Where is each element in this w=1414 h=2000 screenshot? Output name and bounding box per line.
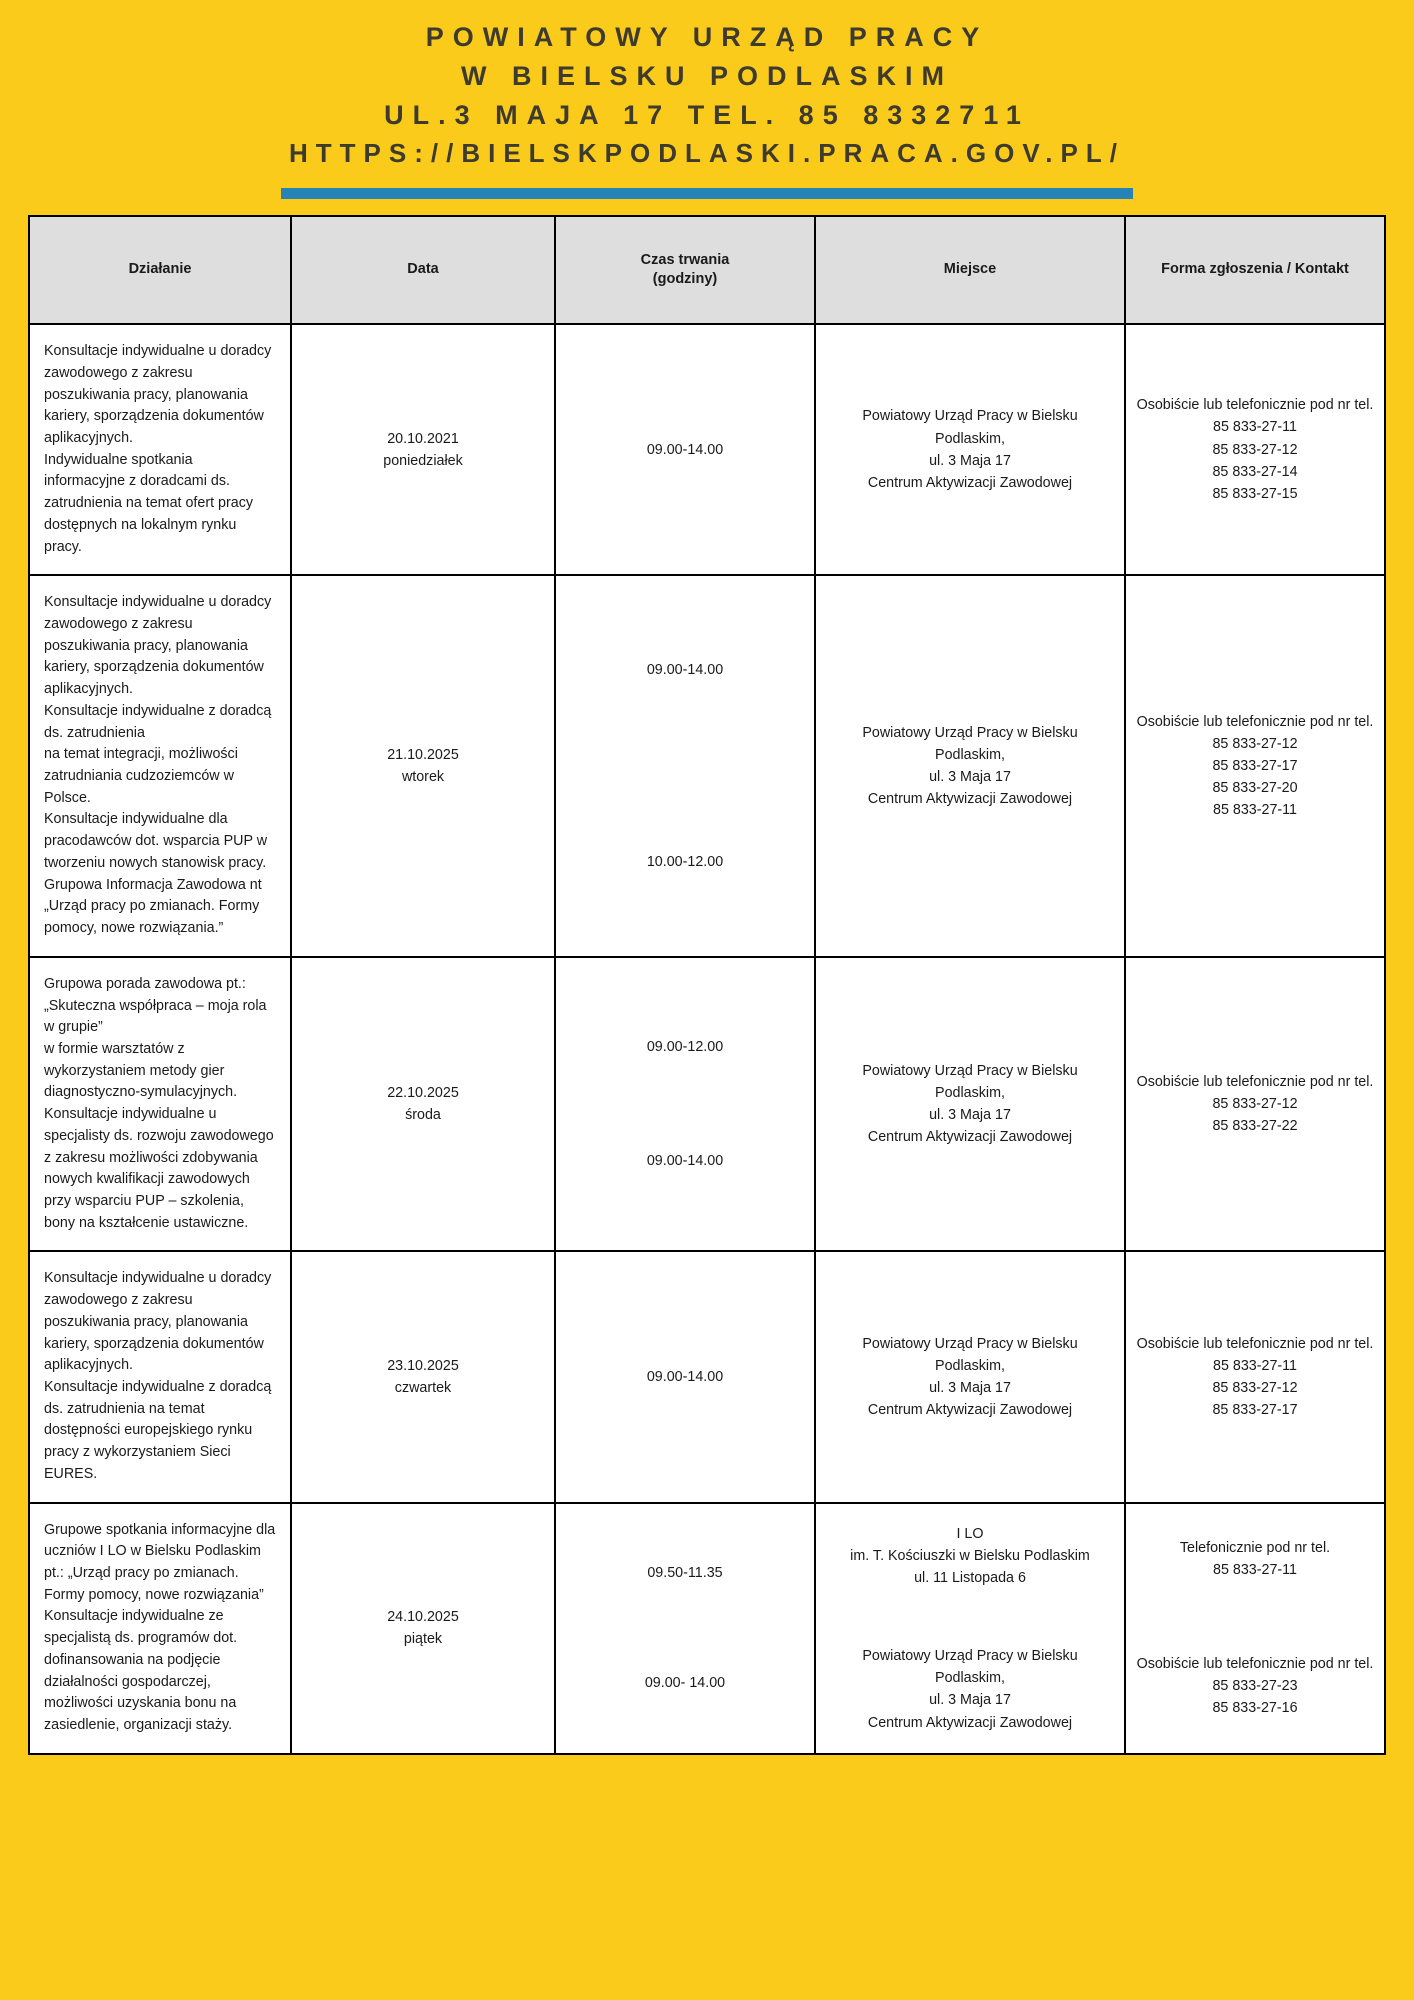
column-header-miejsce: Miejsce [814, 215, 1126, 326]
contact-block: Osobiście lub telefonicznie pod nr tel. … [1136, 1656, 1374, 1717]
cell-miejsce: I LO im. T. Kościuszki w Bielsku Podlask… [814, 1501, 1126, 1755]
location-block: Powiatowy Urząd Pracy w Bielsku Podlaski… [862, 1062, 1078, 1146]
cell-dzialanie: Grupowe spotkania informacyjne dla uczni… [28, 1501, 292, 1755]
cell-forma-kontakt: Telefonicznie pod nr tel. 85 833-27-11 O… [1124, 1501, 1386, 1755]
cell-czas-trwania: 09.00-14.00 10.00-12.00 [554, 574, 816, 958]
cell-czas-trwania: 09.00-14.00 [554, 1250, 816, 1504]
cell-czas-trwania: 09.00-12.00 09.00-14.00 [554, 955, 816, 1253]
location-block: I LO im. T. Kościuszki w Bielsku Podlask… [850, 1525, 1090, 1586]
cell-miejsce: Powiatowy Urząd Pracy w Bielsku Podlaski… [814, 323, 1126, 577]
time-slot: 09.50-11.35 [647, 1565, 723, 1582]
cell-czas-trwania: 09.00-14.00 [554, 323, 816, 577]
cell-forma-kontakt: Osobiście lub telefonicznie pod nr tel. … [1124, 323, 1386, 577]
cell-czas-trwania: 09.50-11.35 09.00- 14.00 [554, 1501, 816, 1755]
office-address-phone-line: UL.3 MAJA 17 TEL. 85 8332711 [384, 100, 1030, 131]
table-row: Grupowa porada zawodowa pt.: „Skuteczna … [28, 955, 1386, 1253]
poster-header: POWIATOWY URZĄD PRACY W BIELSKU PODLASKI… [0, 0, 1414, 173]
contact-block: Osobiście lub telefonicznie pod nr tel. … [1136, 1073, 1374, 1135]
cell-dzialanie: Konsultacje indywidualne u doradcy zawod… [28, 323, 292, 577]
column-header-czas-trwania: Czas trwania (godziny) [554, 215, 816, 326]
column-header-data: Data [290, 215, 556, 326]
table-row: Konsultacje indywidualne u doradcy zawod… [28, 1250, 1386, 1504]
time-slot: 09.00-14.00 [646, 441, 724, 458]
office-name-line-2: W BIELSKU PODLASKIM [461, 61, 953, 92]
cell-data: 23.10.2025 czwartek [290, 1250, 556, 1504]
contact-block: Osobiście lub telefonicznie pod nr tel. … [1136, 713, 1374, 819]
schedule-table-wrapper: Działanie Data Czas trwania (godziny) Mi… [0, 215, 1414, 1755]
time-slot: 09.00-14.00 [646, 1153, 724, 1170]
location-block: Powiatowy Urząd Pracy w Bielsku Podlaski… [862, 408, 1078, 491]
office-name-line-1: POWIATOWY URZĄD PRACY [425, 22, 989, 52]
time-slot: 10.00-12.00 [646, 854, 724, 871]
cell-dzialanie: Grupowa porada zawodowa pt.: „Skuteczna … [28, 955, 292, 1253]
cell-forma-kontakt: Osobiście lub telefonicznie pod nr tel. … [1124, 955, 1386, 1253]
time-slot: 09.00-14.00 [646, 661, 724, 678]
table-head: Działanie Data Czas trwania (godziny) Mi… [28, 215, 1386, 326]
cell-data: 24.10.2025 piątek [290, 1501, 556, 1755]
cell-data: 21.10.2025 wtorek [290, 574, 556, 958]
location-block: Powiatowy Urząd Pracy w Bielsku Podlaski… [862, 1648, 1078, 1731]
office-website-line: HTTPS://BIELSKPODLASKI.PRACA.GOV.PL/ [289, 138, 1125, 169]
cell-dzialanie: Konsultacje indywidualne u doradcy zawod… [28, 1250, 292, 1504]
location-block: Powiatowy Urząd Pracy w Bielsku Podlaski… [862, 1335, 1078, 1419]
cell-forma-kontakt: Osobiście lub telefonicznie pod nr tel. … [1124, 1250, 1386, 1504]
schedule-table: Działanie Data Czas trwania (godziny) Mi… [28, 215, 1386, 1755]
time-slot: 09.00-14.00 [646, 1368, 724, 1385]
contact-block: Osobiście lub telefonicznie pod nr tel. … [1136, 397, 1374, 502]
divider-bar [281, 188, 1133, 200]
table-row: Grupowe spotkania informacyjne dla uczni… [28, 1501, 1386, 1755]
contact-block: Osobiście lub telefonicznie pod nr tel. … [1136, 1335, 1374, 1419]
cell-miejsce: Powiatowy Urząd Pracy w Bielsku Podlaski… [814, 574, 1126, 958]
time-slot: 09.00- 14.00 [644, 1675, 726, 1692]
cell-miejsce: Powiatowy Urząd Pracy w Bielsku Podlaski… [814, 955, 1126, 1253]
table-row: Konsultacje indywidualne u doradcy zawod… [28, 323, 1386, 577]
cell-miejsce: Powiatowy Urząd Pracy w Bielsku Podlaski… [814, 1250, 1126, 1504]
cell-data: 20.10.2021 poniedziałek [290, 323, 556, 577]
time-slot: 09.00-12.00 [646, 1038, 724, 1055]
column-header-forma-zgloszenia: Forma zgłoszenia / Kontakt [1124, 215, 1386, 326]
contact-block: Telefonicznie pod nr tel. 85 833-27-11 [1179, 1539, 1331, 1578]
cell-data: 22.10.2025 środa [290, 955, 556, 1253]
column-header-dzialanie: Działanie [28, 215, 292, 326]
location-block: Powiatowy Urząd Pracy w Bielsku Podlaski… [862, 724, 1078, 808]
header-divider [0, 188, 1414, 200]
table-body: Konsultacje indywidualne u doradcy zawod… [28, 323, 1386, 1755]
table-row: Konsultacje indywidualne u doradcy zawod… [28, 574, 1386, 958]
table-header-row: Działanie Data Czas trwania (godziny) Mi… [28, 215, 1386, 326]
cell-forma-kontakt: Osobiście lub telefonicznie pod nr tel. … [1124, 574, 1386, 958]
cell-dzialanie: Konsultacje indywidualne u doradcy zawod… [28, 574, 292, 958]
